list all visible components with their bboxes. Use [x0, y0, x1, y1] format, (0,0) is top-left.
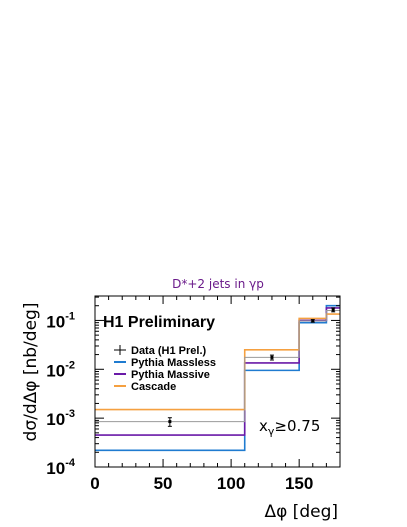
legend-entry-pythia-massless: Pythia Massless: [114, 357, 216, 369]
x-gamma-cut-label: xγ≥0.75: [259, 417, 320, 438]
legend-entry-cascade: Cascade: [114, 381, 176, 393]
x-axis-title: Δφ [deg]: [264, 502, 338, 522]
legend-entry-data-h1-prel: Data (H1 Prel.): [114, 345, 207, 357]
legend-entry-pythia-massive: Pythia Massive: [114, 369, 210, 381]
x-gamma-cut-x: x: [259, 417, 268, 435]
data-point-2: [269, 354, 274, 361]
legend-label: Cascade: [131, 381, 176, 393]
legend-label: Data (H1 Prel.): [131, 345, 207, 357]
chart-title: D*+2 jets in γp: [172, 277, 264, 291]
y-axis: 10-4 10-3 10-2 10-1: [46, 296, 340, 478]
x-axis: 0 50 100 150: [90, 296, 327, 493]
data-point-marker: [331, 308, 335, 312]
data-point-1: [167, 417, 172, 427]
y-tick-label: 10-3: [46, 408, 75, 429]
data-point-3: [310, 319, 315, 323]
h1-preliminary-label: H1 Preliminary: [103, 314, 215, 331]
series-reference-line: [95, 309, 340, 423]
y-tick-label: 10-4: [46, 457, 76, 478]
x-tick-label: 50: [154, 474, 173, 493]
y-tick-label: 10-1: [46, 310, 75, 331]
x-gamma-cut-subscript: γ: [268, 425, 275, 438]
x-tick-label: 100: [217, 474, 245, 493]
x-tick-label: 0: [90, 474, 99, 493]
y-axis-title: dσ/dΔφ [nb/deg]: [21, 303, 41, 442]
data-point-marker: [311, 319, 315, 323]
data-point-4: [331, 307, 336, 313]
x-gamma-cut-value: ≥0.75: [274, 417, 320, 435]
y-tick-label: 10-2: [46, 359, 75, 380]
legend-label: Pythia Massive: [131, 369, 210, 381]
x-tick-label: 150: [285, 474, 313, 493]
data-point-marker: [168, 420, 172, 424]
data-point-marker: [270, 355, 274, 359]
legend-label: Pythia Massless: [131, 357, 216, 369]
